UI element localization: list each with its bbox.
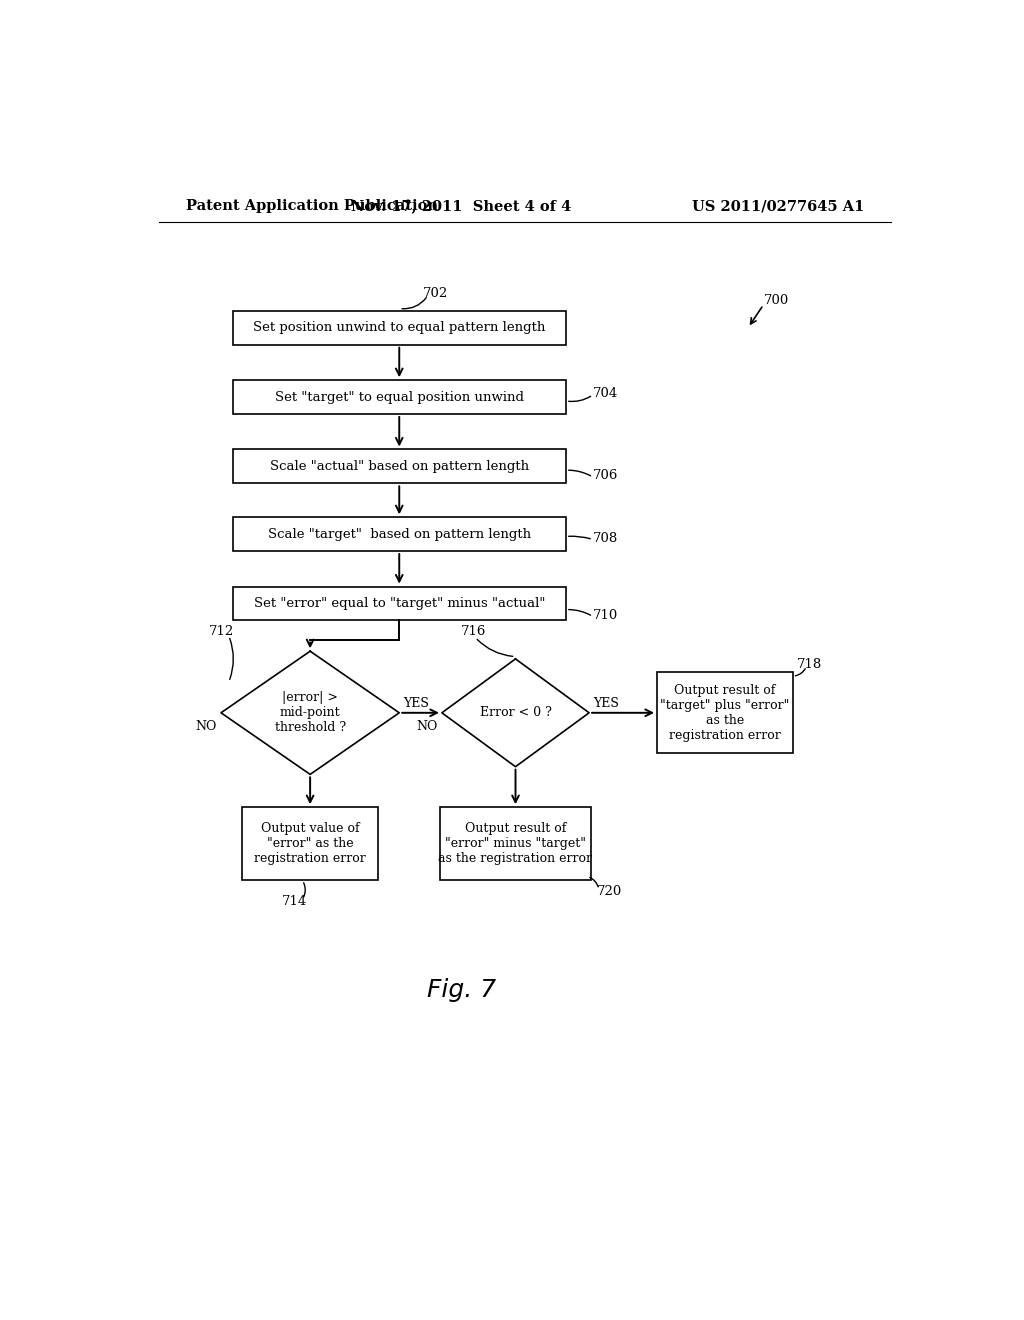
Bar [232,517,566,552]
Text: Output value of
"error" as the
registration error: Output value of "error" as the registrat… [254,822,366,865]
Text: Patent Application Publication: Patent Application Publication [186,199,438,213]
Text: 714: 714 [282,895,307,908]
Bar [232,312,566,345]
Text: 702: 702 [423,286,447,300]
Text: YES: YES [593,697,618,710]
Text: 704: 704 [593,387,618,400]
Text: 708: 708 [593,532,618,545]
Text: NO: NO [196,721,217,733]
Text: Scale "actual" based on pattern length: Scale "actual" based on pattern length [269,459,528,473]
Text: NO: NO [417,721,438,733]
Text: 718: 718 [797,659,821,671]
Text: YES: YES [403,697,429,710]
Text: Output result of
"error" minus "target"
as the registration error: Output result of "error" minus "target" … [438,822,593,865]
Bar [232,380,566,414]
Text: Scale "target"  based on pattern length: Scale "target" based on pattern length [267,528,530,541]
Bar [232,586,566,620]
Text: Set position unwind to equal pattern length: Set position unwind to equal pattern len… [253,321,546,334]
Bar [232,449,566,483]
Text: 706: 706 [593,469,618,482]
Text: Fig. 7: Fig. 7 [427,978,496,1002]
Text: 716: 716 [461,626,486,639]
Bar [243,807,378,880]
Bar [440,807,591,880]
Text: US 2011/0277645 A1: US 2011/0277645 A1 [692,199,864,213]
Text: Set "error" equal to "target" minus "actual": Set "error" equal to "target" minus "act… [254,597,545,610]
Text: 710: 710 [593,609,618,622]
Text: 700: 700 [764,294,788,308]
Text: |error| >
mid-point
threshold ?: |error| > mid-point threshold ? [274,692,346,734]
Text: Nov. 17, 2011  Sheet 4 of 4: Nov. 17, 2011 Sheet 4 of 4 [351,199,571,213]
Text: Output result of
"target" plus "error"
as the
registration error: Output result of "target" plus "error" a… [660,684,790,742]
Bar [657,672,793,754]
Text: 720: 720 [597,886,623,899]
Text: 712: 712 [209,626,234,639]
Text: Set "target" to equal position unwind: Set "target" to equal position unwind [274,391,523,404]
Text: Error < 0 ?: Error < 0 ? [479,706,552,719]
